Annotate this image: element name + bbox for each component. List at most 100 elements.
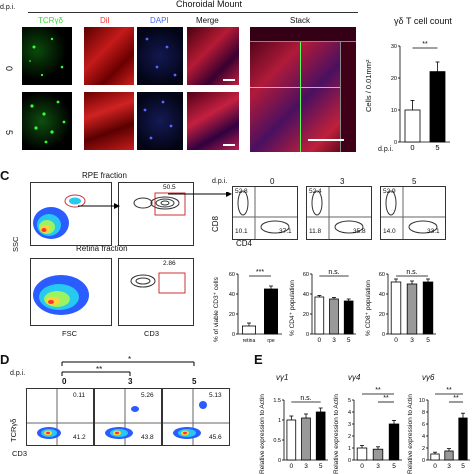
retina-fraction-label: Retina fraction [76, 245, 128, 253]
scale-bar [223, 79, 235, 81]
y-tick-label: 1 [278, 418, 281, 424]
y-tick-label: 2 [422, 446, 425, 452]
tcr-cd3-plot-d5: 5.13 45.6 [162, 388, 230, 446]
micrograph-dil-d5 [84, 92, 134, 150]
sig-label: *** [256, 269, 264, 276]
cd8-cd4-plot-d0: 52.8 10.1 37.1 [232, 186, 298, 240]
sig-label-2: ** [375, 387, 381, 394]
cd3-label: CD3 [144, 330, 159, 338]
y-tick-label: 0 [348, 458, 351, 464]
y-tick-label: 1 [348, 446, 351, 452]
rpe-gate-value: 50.5 [163, 185, 176, 192]
cd-day-3: 3 [340, 178, 344, 186]
gd-count-ylabel: Cells / 0.01mm² [365, 59, 373, 112]
col-dapi: DAPI [150, 17, 169, 25]
x-tick-label: rpe [267, 338, 274, 344]
x-tick-label: 0 [394, 337, 398, 344]
vg1-chart: 0 0.5 1 1.5 0 3 5 n.s. [266, 384, 332, 474]
y-tick-label: 0 [278, 458, 281, 464]
bar [445, 451, 453, 460]
d-ur-d5: 5.13 [209, 393, 222, 400]
micrograph-merge-d0 [187, 27, 239, 85]
x-tick-label: 5 [347, 337, 351, 344]
fsc-ssc-retina-plot [30, 258, 112, 326]
y-tick-label: 0.5 [273, 438, 281, 444]
y-tick-label: 20 [391, 76, 397, 82]
bar [315, 297, 324, 334]
cd-day-5: 5 [412, 178, 416, 186]
d-sig-2: * [128, 356, 131, 364]
x-tick-label: 3 [332, 337, 336, 344]
y-tick-label: 0 [232, 332, 235, 338]
vg6-chart: 02468100 3 5**** [414, 384, 474, 474]
bar [242, 326, 255, 334]
q-lr-d5: 33.1 [427, 229, 440, 236]
x-tick-label: 5 [426, 337, 430, 344]
x-tick-label: 5 [392, 463, 396, 470]
x-tick-label: 3 [304, 463, 308, 470]
bar [330, 299, 339, 334]
header-rule [28, 12, 358, 13]
bar [357, 448, 367, 460]
y-tick-label: 2 [348, 434, 351, 440]
row-label-5: 5 [4, 130, 13, 135]
y-tick-label: 8 [422, 410, 425, 416]
y-tick-label: 10 [419, 398, 425, 404]
cd3-retina-plot: 2.86 [118, 258, 194, 326]
sig-label-2: ** [446, 387, 452, 394]
x-tick-label: 3 [410, 337, 414, 344]
y-tick-label: 60 [303, 272, 309, 278]
gating-arrows [78, 192, 238, 212]
q-ll-d5: 14.0 [383, 229, 396, 236]
bar [264, 289, 277, 334]
y-tick-label: 40 [303, 292, 309, 298]
q-ul-d3: 52.4 [309, 189, 322, 196]
y-tick-label: 4 [422, 434, 425, 440]
bar [391, 282, 401, 334]
x-tick-label: retina [243, 338, 256, 344]
choroidal-mount-header: Choroidal Mount [176, 0, 242, 9]
q-lr-d0: 37.1 [279, 229, 292, 236]
y-tick-label: 40 [229, 292, 235, 298]
bar [344, 301, 353, 334]
y-tick-label: 5 [348, 398, 351, 404]
x-tick-label: 0 [290, 463, 294, 470]
cd-day-0: 0 [270, 178, 274, 186]
micrograph-dil-d0 [84, 27, 134, 85]
x-tick-label: 3 [447, 463, 451, 470]
cd4-pop-chart: 0 20 40 60 0 3 5 n.s. [296, 262, 360, 346]
d-cd3-label: CD3 [12, 450, 27, 458]
x-tick-label: 0 [433, 463, 437, 470]
vg1-title: vγ1 [276, 374, 288, 382]
scale-bar [308, 139, 344, 141]
row-label-0: 0 [4, 66, 13, 71]
d-sig-1: ** [96, 366, 102, 374]
y-tick-label: 20 [303, 312, 309, 318]
micrograph-dapi-d5 [137, 92, 183, 150]
col-stack: Stack [290, 17, 310, 25]
micrograph-stack [250, 27, 356, 152]
y-tick-label: 20 [379, 312, 385, 318]
d-ur-d0: 0.11 [73, 393, 85, 400]
cd4-label: CD4 [236, 240, 252, 248]
stack-crosshair-v [300, 27, 301, 152]
x-tick-label: 5 [435, 143, 439, 152]
y-tick-label: 4 [348, 410, 351, 416]
y-tick-label: 3 [348, 422, 351, 428]
ssc-label: SSC [12, 237, 20, 252]
micrograph-tcr-d0 [22, 27, 72, 85]
q-ll-d0: 10.1 [235, 229, 248, 236]
x-tick-label: 5 [461, 463, 465, 470]
bar [430, 72, 445, 142]
bar [431, 454, 439, 460]
vg4-title: vγ4 [348, 374, 360, 382]
sig-label: n.s. [300, 395, 311, 402]
fsc-label: FSC [62, 330, 77, 338]
vg4-chart: 0123450 3 5**** [340, 384, 406, 474]
cd8-pop-chart: 02040600 3 5n.s. [372, 262, 440, 346]
stack-top-view [250, 27, 356, 42]
panel-letter-d: D [0, 352, 9, 367]
col-dil: DiI [100, 17, 110, 25]
x-tick-label: 0 [318, 337, 322, 344]
panel-letter-e: E [254, 352, 263, 367]
